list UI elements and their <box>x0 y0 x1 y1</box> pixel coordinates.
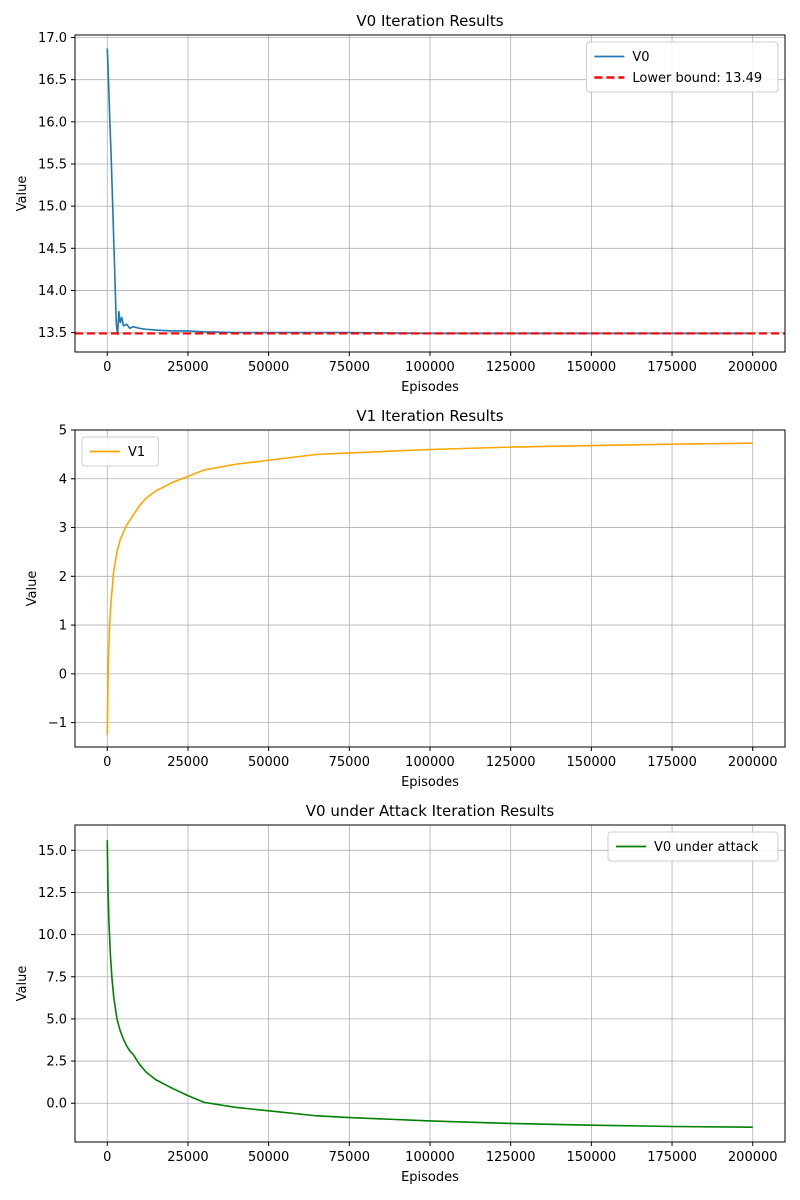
chart-title: V1 Iteration Results <box>356 407 503 425</box>
y-tick-label: 2 <box>59 570 67 585</box>
x-tick-label: 150000 <box>567 360 617 375</box>
legend: V1 <box>81 436 159 467</box>
x-tick-label: 25000 <box>167 1150 208 1165</box>
legend-label: Lower bound: 13.49 <box>632 71 762 86</box>
y-tick-label: 1 <box>59 619 67 634</box>
y-tick-label: 14.5 <box>38 242 67 257</box>
legend-box <box>607 831 779 862</box>
series-line-0 <box>106 442 753 735</box>
x-tick-label: 150000 <box>567 755 617 770</box>
x-tick-label: 175000 <box>647 755 697 770</box>
y-axis-label: Value <box>15 176 30 212</box>
y-tick-label: 5 <box>59 424 67 439</box>
y-tick-label: 2.5 <box>46 1055 67 1070</box>
x-tick-label: 50000 <box>248 1150 289 1165</box>
x-tick-label: 25000 <box>167 360 208 375</box>
x-tick-label: 0 <box>103 755 111 770</box>
x-tick-label: 100000 <box>405 755 455 770</box>
y-tick-label: 10.0 <box>38 928 67 943</box>
x-tick-label: 75000 <box>329 360 370 375</box>
x-axis-label: Episodes <box>401 380 459 395</box>
x-tick-label: 75000 <box>329 1150 370 1165</box>
x-tick-label: 125000 <box>486 360 536 375</box>
y-axis-label: Value <box>15 966 30 1002</box>
y-tick-label: 16.5 <box>38 73 67 88</box>
x-tick-label: 175000 <box>647 1150 697 1165</box>
y-tick-label: 0.0 <box>46 1097 67 1112</box>
legend-label: V0 under attack <box>654 840 759 855</box>
legend-label: V1 <box>128 445 145 460</box>
x-tick-label: 125000 <box>486 1150 536 1165</box>
x-tick-label: 0 <box>103 360 111 375</box>
y-tick-label: 4 <box>59 472 67 487</box>
chart-title: V0 under Attack Iteration Results <box>306 802 555 820</box>
y-tick-label: 7.5 <box>46 970 67 985</box>
x-tick-label: 200000 <box>728 755 778 770</box>
legend: V0 Lower bound: 13.49 <box>585 41 779 93</box>
series-line-0 <box>106 840 753 1128</box>
x-tick-label: 200000 <box>728 1150 778 1165</box>
y-tick-label: 13.5 <box>38 326 67 341</box>
y-tick-label: −1 <box>48 716 67 731</box>
chart-title: V0 Iteration Results <box>356 12 503 30</box>
x-tick-label: 175000 <box>647 360 697 375</box>
legend-label: V0 <box>632 50 649 65</box>
x-tick-label: 125000 <box>486 755 536 770</box>
x-tick-label: 50000 <box>248 755 289 770</box>
y-tick-label: 14.0 <box>38 284 67 299</box>
chart-1: 0 25000 50000 75000 100000 125000 150000 175000… <box>25 407 786 790</box>
x-tick-label: 0 <box>103 1150 111 1165</box>
x-tick-label: 25000 <box>167 755 208 770</box>
y-tick-label: 5.0 <box>46 1012 67 1027</box>
legend: V0 under attack <box>607 831 779 862</box>
y-tick-label: 0 <box>59 667 67 682</box>
y-tick-label: 15.0 <box>38 200 67 215</box>
x-tick-label: 75000 <box>329 755 370 770</box>
chart-0: 0 25000 50000 75000 100000 125000 150000 175000… <box>15 12 786 395</box>
x-tick-label: 200000 <box>728 360 778 375</box>
x-tick-label: 50000 <box>248 360 289 375</box>
y-tick-label: 12.5 <box>38 886 67 901</box>
x-tick-label: 150000 <box>567 1150 617 1165</box>
x-tick-label: 100000 <box>405 1150 455 1165</box>
x-axis-label: Episodes <box>401 1170 459 1185</box>
y-tick-label: 16.0 <box>38 115 67 130</box>
chart-2: 0 25000 50000 75000 100000 125000 150000 175000… <box>15 802 786 1185</box>
x-tick-label: 100000 <box>405 360 455 375</box>
y-axis-label: Value <box>25 571 40 607</box>
y-tick-label: 15.0 <box>38 844 67 859</box>
legend-box <box>585 41 779 93</box>
series-line-0 <box>106 48 753 336</box>
legend-box <box>81 436 159 467</box>
y-tick-label: 17.0 <box>38 31 67 46</box>
y-tick-label: 15.5 <box>38 157 67 172</box>
x-axis-label: Episodes <box>401 775 459 790</box>
y-tick-label: 3 <box>59 521 67 536</box>
